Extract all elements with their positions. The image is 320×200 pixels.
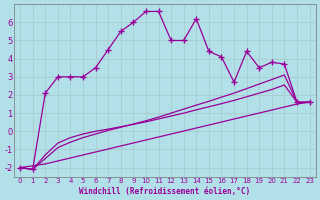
X-axis label: Windchill (Refroidissement éolien,°C): Windchill (Refroidissement éolien,°C) [79, 187, 250, 196]
